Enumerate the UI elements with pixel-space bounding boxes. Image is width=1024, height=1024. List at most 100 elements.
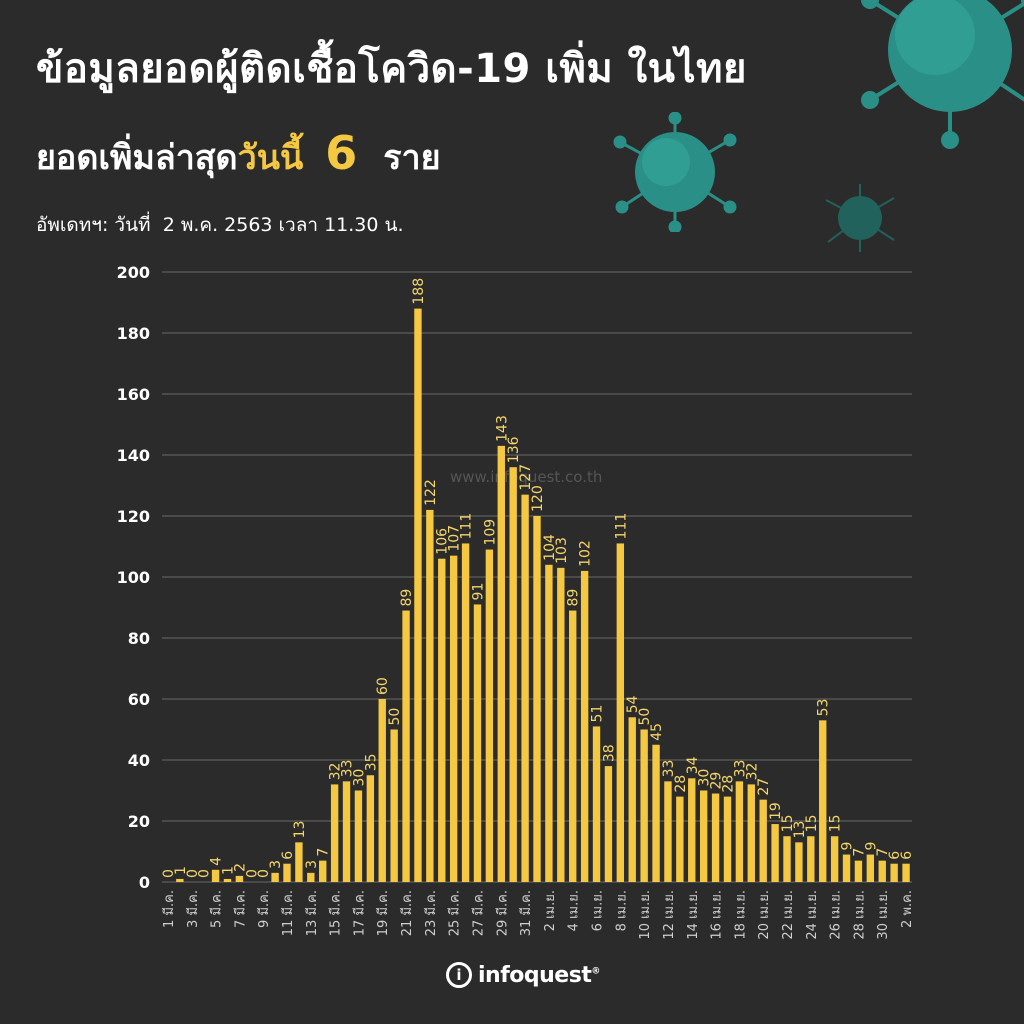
x-tick-label: 15 มี.ค. xyxy=(328,890,344,936)
bar xyxy=(378,699,386,882)
x-tick-label: 12 เม.ย. xyxy=(662,890,677,940)
bar-value-label: 91 xyxy=(470,583,486,601)
bar xyxy=(176,878,184,882)
bar-value-label: 34 xyxy=(685,756,701,774)
bar-value-label: 9 xyxy=(863,842,879,851)
bar xyxy=(271,872,279,882)
bar xyxy=(307,872,315,882)
bar xyxy=(342,781,351,882)
bar-value-label: 53 xyxy=(816,699,832,717)
update-value: 2 พ.ค. 2563 เวลา 11.30 น. xyxy=(162,214,404,236)
virus-icon-small xyxy=(825,184,895,252)
subtitle-highlight: วันนี้ xyxy=(237,138,304,178)
bar xyxy=(830,836,839,882)
bar-value-label: 13 xyxy=(292,821,308,839)
bar-value-label: 0 xyxy=(244,869,260,878)
bar xyxy=(878,860,886,882)
bar xyxy=(652,744,660,882)
bar-value-label: 33 xyxy=(340,760,356,778)
registered-mark: ® xyxy=(591,966,600,977)
bar xyxy=(902,863,910,882)
bar xyxy=(438,558,446,882)
bar xyxy=(569,610,577,882)
bar xyxy=(235,875,244,882)
bar xyxy=(283,863,291,882)
bar xyxy=(330,784,339,882)
bar xyxy=(664,781,672,882)
x-tick-label: 25 มี.ค. xyxy=(447,890,463,936)
bar xyxy=(735,781,744,882)
bar-value-label: 120 xyxy=(530,485,546,512)
x-tick-label: 23 มี.ค. xyxy=(423,890,439,936)
x-tick-label: 27 มี.ค. xyxy=(470,890,486,936)
x-tick-label: 14 เม.ย. xyxy=(686,890,701,940)
x-tick-label: 2 พ.ค. xyxy=(900,890,915,928)
bar-value-label: 143 xyxy=(494,415,510,442)
bar-value-label: 50 xyxy=(637,708,653,726)
virus-icon-medium xyxy=(613,112,737,232)
x-tick-label: 4 เม.ย. xyxy=(567,890,582,931)
bar-value-label: 15 xyxy=(828,814,844,832)
x-tick-label: 7 มี.ค. xyxy=(232,890,248,928)
bar-value-label: 27 xyxy=(756,778,772,796)
bar xyxy=(533,516,541,882)
bar xyxy=(557,567,565,882)
bar xyxy=(842,854,851,882)
bar-value-label: 4 xyxy=(209,857,225,866)
bar xyxy=(616,543,625,882)
bar-value-label: 32 xyxy=(744,763,760,781)
x-tick-label: 22 เม.ย. xyxy=(781,890,796,940)
bar-value-label: 28 xyxy=(720,775,736,793)
bar-value-label: 15 xyxy=(780,814,796,832)
y-tick-label: 160 xyxy=(117,385,150,404)
bar-value-label: 30 xyxy=(697,769,713,787)
bar xyxy=(473,604,482,882)
x-tick-label: 6 เม.ย. xyxy=(591,890,606,931)
bar-value-label: 32 xyxy=(328,763,344,781)
x-tick-label: 28 เม.ย. xyxy=(852,890,867,940)
bar xyxy=(295,842,303,882)
bar xyxy=(580,570,589,882)
bar xyxy=(402,610,410,882)
x-tick-label: 11 มี.ค. xyxy=(280,890,296,936)
bar-value-label: 104 xyxy=(542,534,558,561)
bar xyxy=(711,793,720,882)
y-tick-label: 200 xyxy=(117,263,150,282)
logo-mark-icon: i xyxy=(446,962,472,988)
bar xyxy=(211,869,220,882)
bar-value-label: 3 xyxy=(304,860,320,869)
bar-value-label: 50 xyxy=(387,708,403,726)
bar xyxy=(771,824,779,882)
x-tick-label: 17 มี.ค. xyxy=(351,890,367,936)
bar-value-label: 1 xyxy=(173,866,189,875)
bar xyxy=(497,445,505,882)
latest-count-number: 6 xyxy=(325,126,358,180)
x-tick-label: 31 มี.ค. xyxy=(518,890,534,936)
bar-value-label: 0 xyxy=(185,869,201,878)
bar xyxy=(461,543,470,882)
bar xyxy=(390,729,398,882)
bar xyxy=(699,790,708,882)
bar-value-label: 9 xyxy=(840,842,856,851)
subtitle-unit: ราย xyxy=(383,138,441,178)
bar-value-label: 136 xyxy=(506,436,522,463)
bar-value-label: 6 xyxy=(887,851,903,860)
bar-value-label: 1 xyxy=(220,866,236,875)
bar xyxy=(545,564,553,882)
bar xyxy=(604,766,613,882)
x-tick-label: 13 มี.ค. xyxy=(304,890,320,936)
virus-icon-large xyxy=(861,0,1024,149)
bar xyxy=(866,854,875,882)
bar-value-label: 111 xyxy=(459,513,475,540)
bar xyxy=(890,863,898,882)
bar xyxy=(807,836,815,882)
x-tick-label: 21 มี.ค. xyxy=(399,890,415,936)
x-tick-label: 30 เม.ย. xyxy=(876,890,891,940)
bar-value-label: 33 xyxy=(732,760,748,778)
bar xyxy=(783,836,791,882)
bar xyxy=(628,717,636,882)
bar xyxy=(854,860,863,882)
bar xyxy=(319,860,327,882)
bar-value-label: 35 xyxy=(363,753,379,771)
bar-value-label: 54 xyxy=(625,695,641,713)
